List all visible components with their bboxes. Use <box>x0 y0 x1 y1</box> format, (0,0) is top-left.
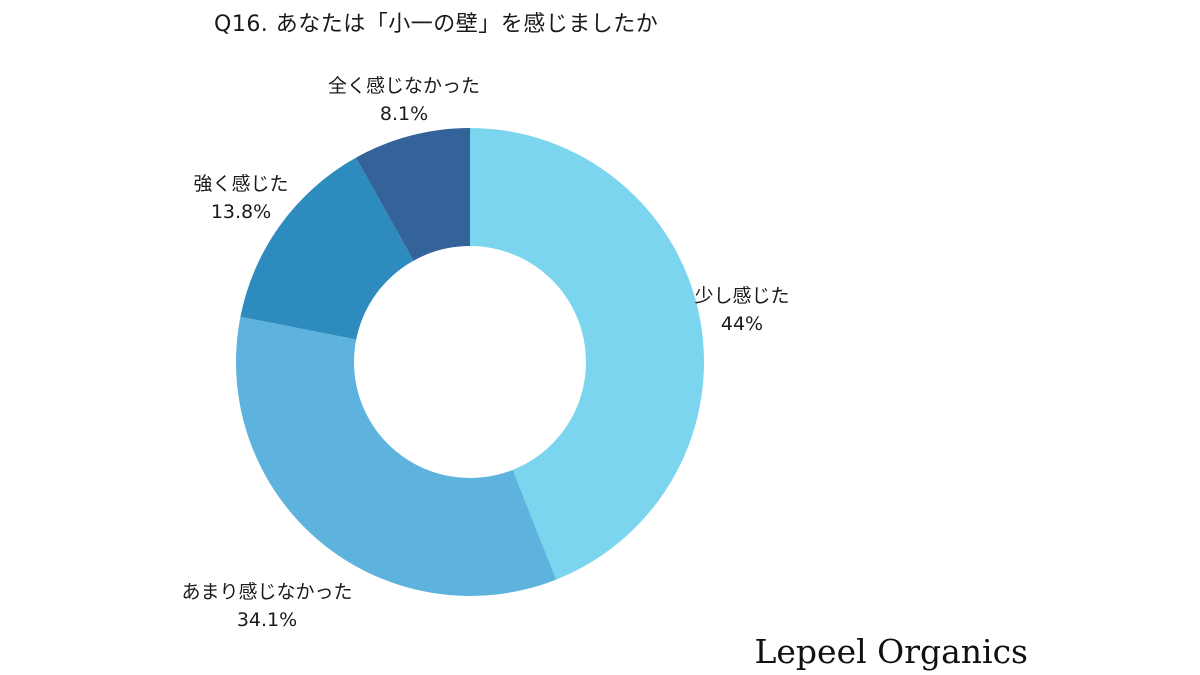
slice-category-label: 全く感じなかった <box>327 75 481 97</box>
brand-logo: Lepeel Organics <box>754 632 1028 671</box>
slice-value-label: 13.8% <box>210 201 272 223</box>
slice-sukoshi <box>470 128 705 580</box>
slice-label-sukoshi: 少し感じた 44% <box>694 282 789 338</box>
slice-label-tsuyoku: 強く感じた 13.8% <box>193 170 288 226</box>
slice-label-amari: あまり感じなかった 34.1% <box>181 578 352 634</box>
slice-label-mattaku: 全く感じなかった 8.1% <box>328 72 480 128</box>
slice-tsuyoku <box>240 157 414 340</box>
slice-amari <box>235 316 557 596</box>
slice-value-label: 8.1% <box>379 103 429 125</box>
slice-value-label: 44% <box>720 313 764 335</box>
slice-value-label: 34.1% <box>236 609 298 631</box>
slice-mattaku <box>355 128 470 261</box>
slice-category-label: 少し感じた <box>694 285 790 307</box>
slice-category-label: あまり感じなかった <box>181 581 353 603</box>
chart-title: Q16. あなたは「小一の壁」を感じましたか <box>214 12 659 37</box>
slice-category-label: 強く感じた <box>193 173 289 195</box>
